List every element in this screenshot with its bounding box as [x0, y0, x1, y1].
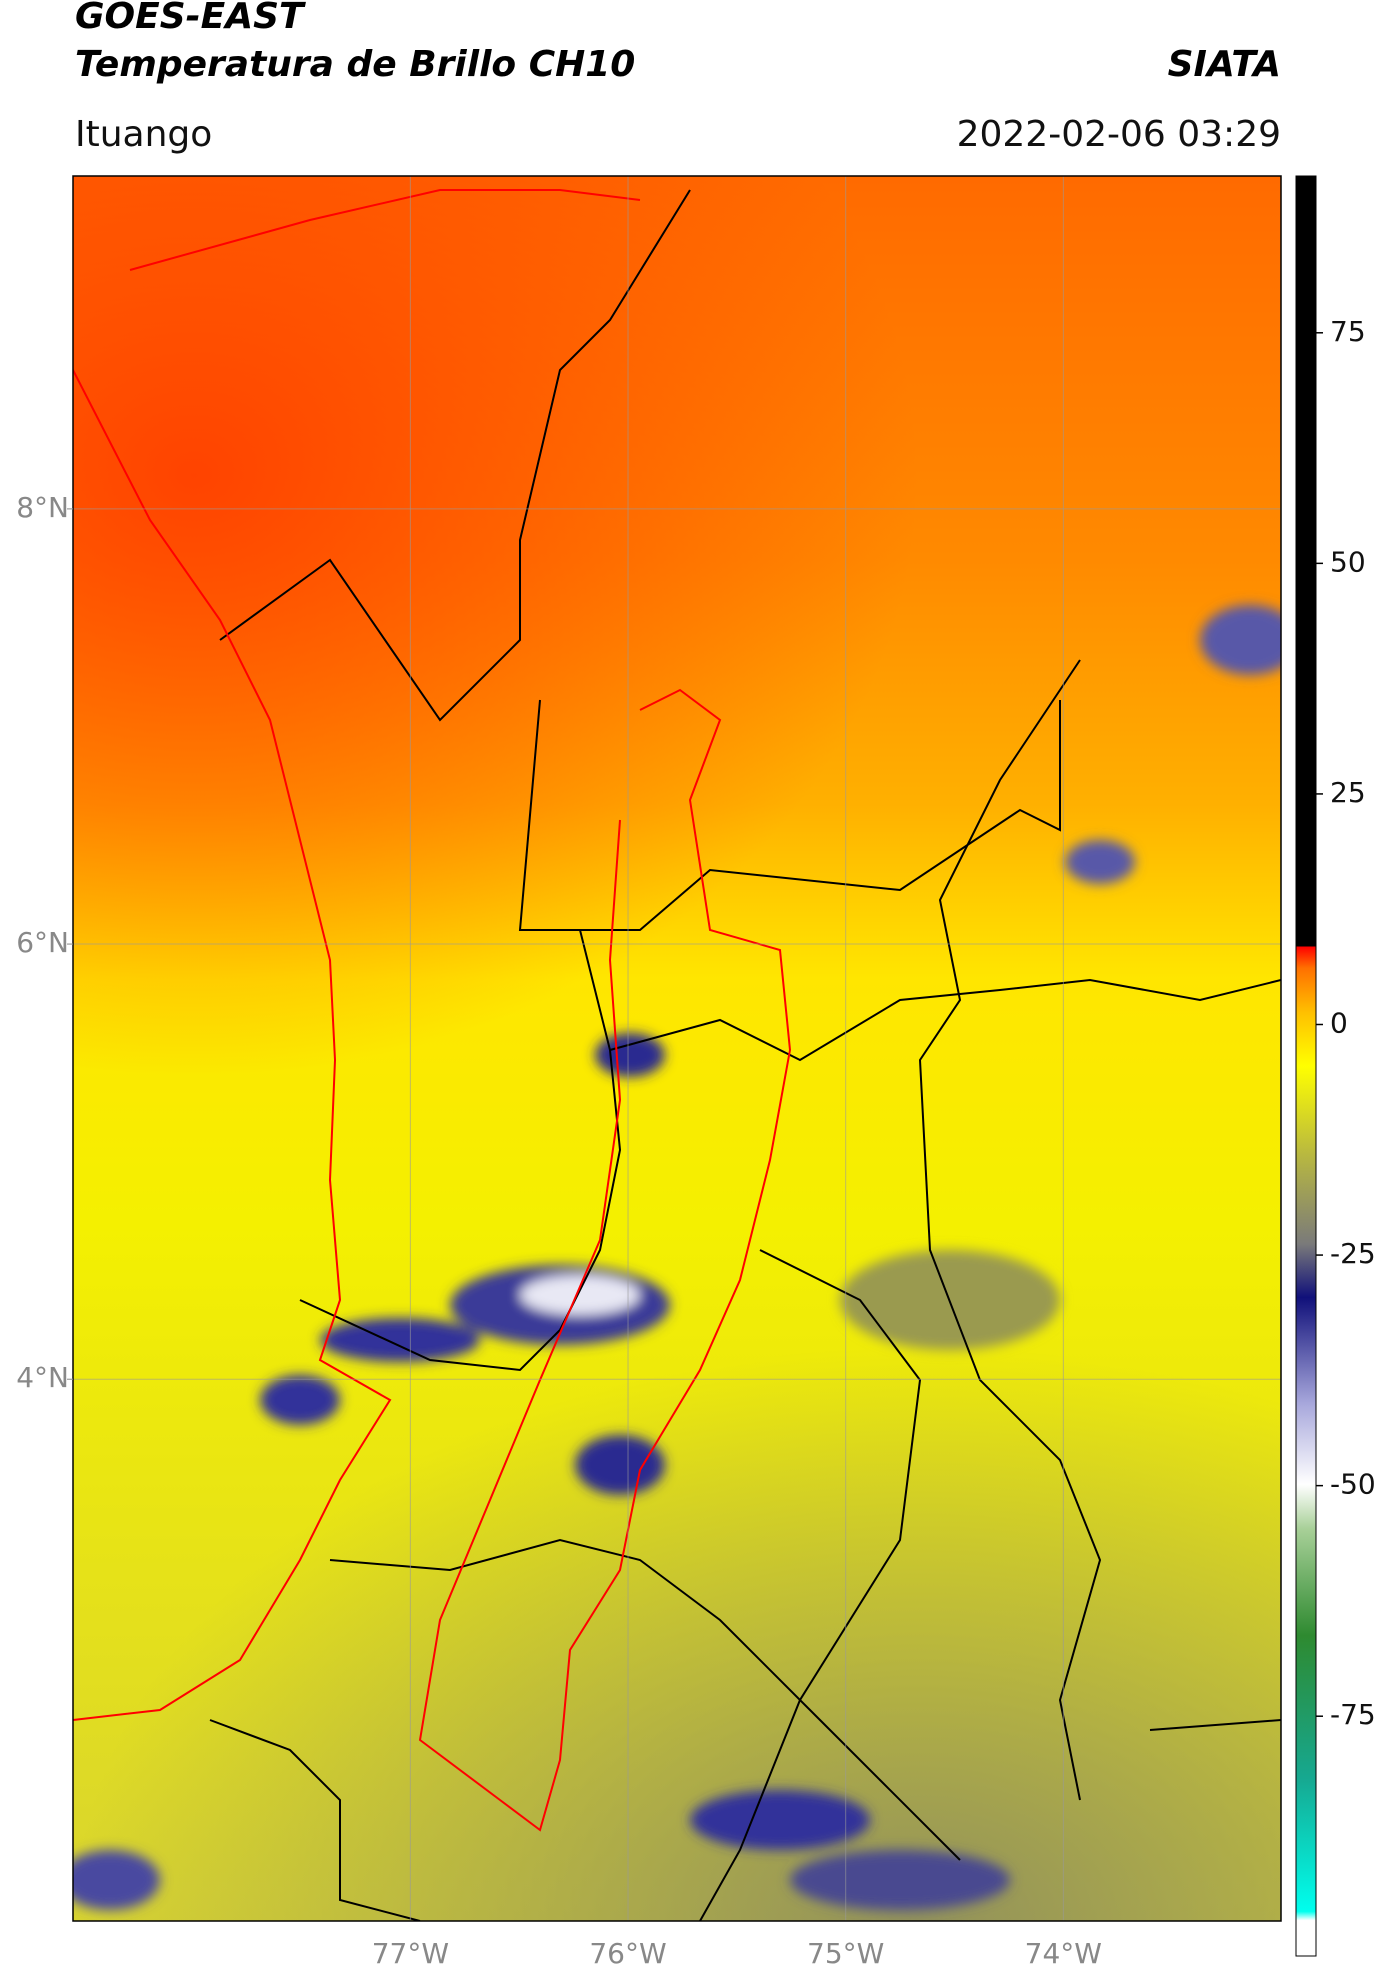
x-tick-label: 76°W — [589, 1937, 666, 1970]
basin-outline — [418, 688, 792, 1832]
boundary — [518, 699, 1061, 931]
x-tick-label: 75°W — [807, 1937, 884, 1970]
x-tick-label: 77°W — [372, 1937, 449, 1970]
y-tick-label: 8°N — [16, 491, 69, 524]
colorbar-tick-label: -75 — [1330, 1698, 1376, 1731]
warm-region — [73, 176, 1281, 1176]
source: SIATA — [1168, 44, 1281, 85]
title: GOES-EAST — [75, 0, 306, 37]
boundary — [219, 189, 691, 722]
boundary — [329, 1538, 961, 1861]
boundary — [1149, 1719, 1281, 1731]
colorbar-tick-label: 50 — [1330, 545, 1366, 578]
map-frame — [72, 175, 1282, 1922]
graticule — [73, 176, 1281, 1921]
coastline-and-basin — [73, 189, 792, 1832]
colorbar-tick-label: -25 — [1330, 1237, 1376, 1270]
boundary — [609, 978, 1281, 1062]
colorbar — [1295, 175, 1317, 1957]
colorbar-tick-label: -50 — [1330, 1468, 1376, 1501]
labels: 77°W 76°W 75°W 74°W 8°N 6°N 4°N 75 50 25 0 -25 -50 -7… — [16, 315, 1376, 1970]
coastline — [73, 369, 392, 1721]
boundary — [699, 1249, 922, 1921]
colorbar-tick-label: 0 — [1330, 1006, 1348, 1039]
colorbar-tick-label: 25 — [1330, 776, 1366, 809]
x-tick-label: 74°W — [1025, 1937, 1102, 1970]
datetime: 2022-02-06 03:29 — [957, 114, 1281, 155]
boundary — [918, 659, 1102, 1801]
colorbar-tick-label: 75 — [1330, 315, 1366, 348]
y-tick-label: 4°N — [16, 1361, 69, 1394]
y-tick-label: 6°N — [16, 926, 69, 959]
coastline — [129, 189, 641, 271]
boundary — [299, 929, 622, 1372]
location: Ituango — [75, 114, 212, 155]
map-area — [73, 176, 1281, 1921]
subtitle: Temperatura de Brillo CH10 — [75, 44, 635, 85]
cloud-region — [73, 1100, 1281, 1921]
boundary — [209, 1719, 421, 1921]
boundaries — [209, 189, 1281, 1921]
